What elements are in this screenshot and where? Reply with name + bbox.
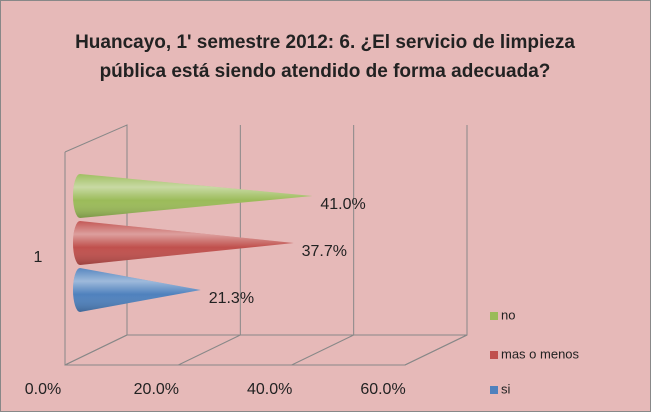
legend-swatch [490,386,498,394]
data-label: 41.0% [320,196,365,213]
y-tick-label: 1 [34,249,43,266]
chart-title: Huancayo, 1' semestre 2012: 6. ¿El servi… [75,32,575,82]
bar-shading [73,174,313,218]
data-label: 21.3% [209,290,254,307]
data-label: 37.7% [302,243,347,260]
x-tick-label: 40.0% [247,381,292,398]
legend-swatch [490,312,498,320]
x-tick-label: 60.0% [360,381,405,398]
bar-shading [73,268,201,312]
legend-label: mas o menos [501,346,580,361]
grid-line [291,125,355,366]
x-tick-label: 20.0% [134,381,179,398]
grid-line [404,125,468,366]
legend-label: no [501,307,515,322]
x-tick-label: 0.0% [25,381,61,398]
legend-label: si [501,381,511,396]
bar-shading [73,221,294,265]
legend-swatch [490,351,498,359]
